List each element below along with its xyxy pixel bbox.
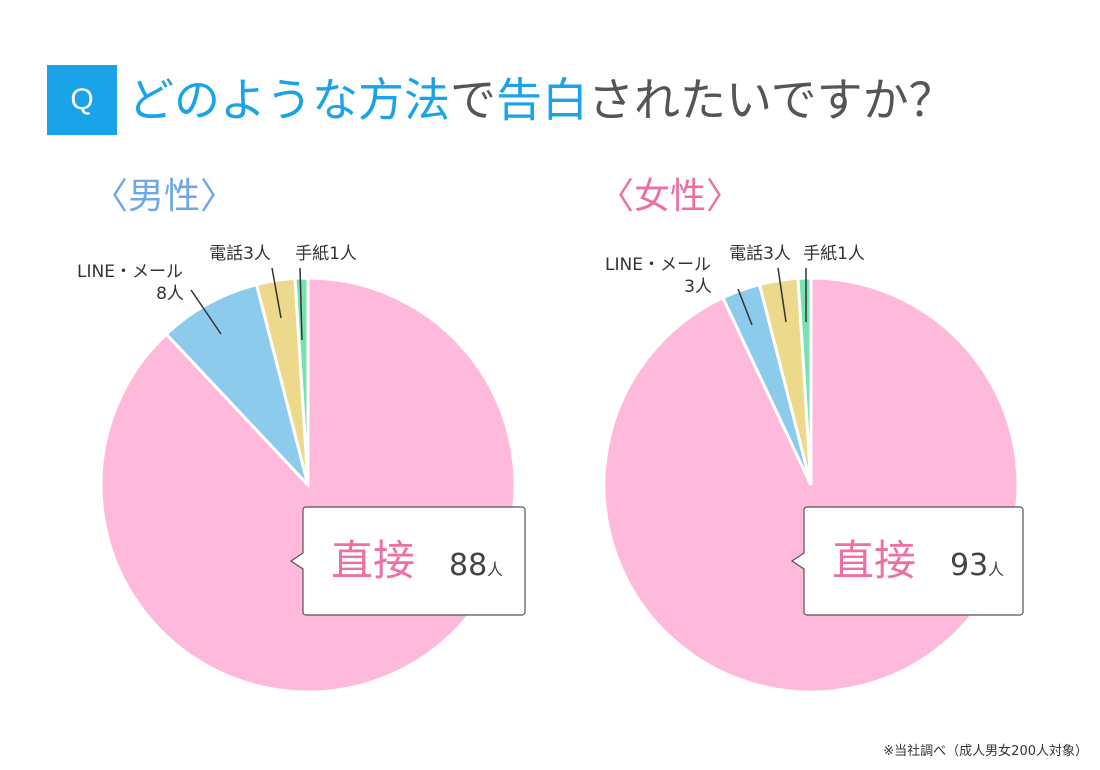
leader-line (737, 288, 753, 326)
leader-line (777, 267, 787, 323)
question-badge: Q (47, 65, 117, 135)
pie-slice (293, 276, 310, 486)
pie-slice (796, 276, 813, 486)
chart-title-female: 〈女性〉 (598, 176, 743, 217)
data-label-category: LINE・メール (605, 255, 711, 275)
data-label-category: LINE・メール (77, 262, 183, 282)
question-title: どのような方法で告白されたいですか？ (128, 70, 955, 130)
data-label-callout (289, 506, 526, 616)
pie-slice (164, 282, 310, 487)
data-label-category: 直接 (331, 536, 415, 585)
question-title-part: で (450, 73, 496, 127)
data-label-value: 88 (449, 548, 487, 583)
question-title-part: 告白 (496, 73, 588, 127)
data-label-category: 直接 (832, 536, 916, 585)
chart-title-male: 〈男性〉 (92, 176, 237, 217)
data-label-value: 93 (950, 548, 988, 583)
question-title-part: されたいですか？ (588, 73, 955, 127)
data-label-unit: 人 (988, 560, 1004, 579)
data-label: 手紙1人 (295, 244, 357, 264)
data-label: 電話3人 (729, 244, 791, 264)
leader-line (190, 289, 222, 335)
question-title-part: どのような方法 (128, 73, 450, 127)
data-label-value: 8人 (156, 284, 184, 304)
data-label-callout (790, 506, 1024, 616)
leader-line (271, 267, 282, 319)
footnote: ※当社調べ（成人男女200人対象） (883, 744, 1088, 759)
data-label: 手紙1人 (803, 244, 865, 264)
data-label-value: 3人 (684, 277, 712, 297)
data-label-unit: 人 (487, 560, 503, 579)
data-label: 電話3人 (209, 244, 271, 264)
leader-line (299, 267, 303, 341)
